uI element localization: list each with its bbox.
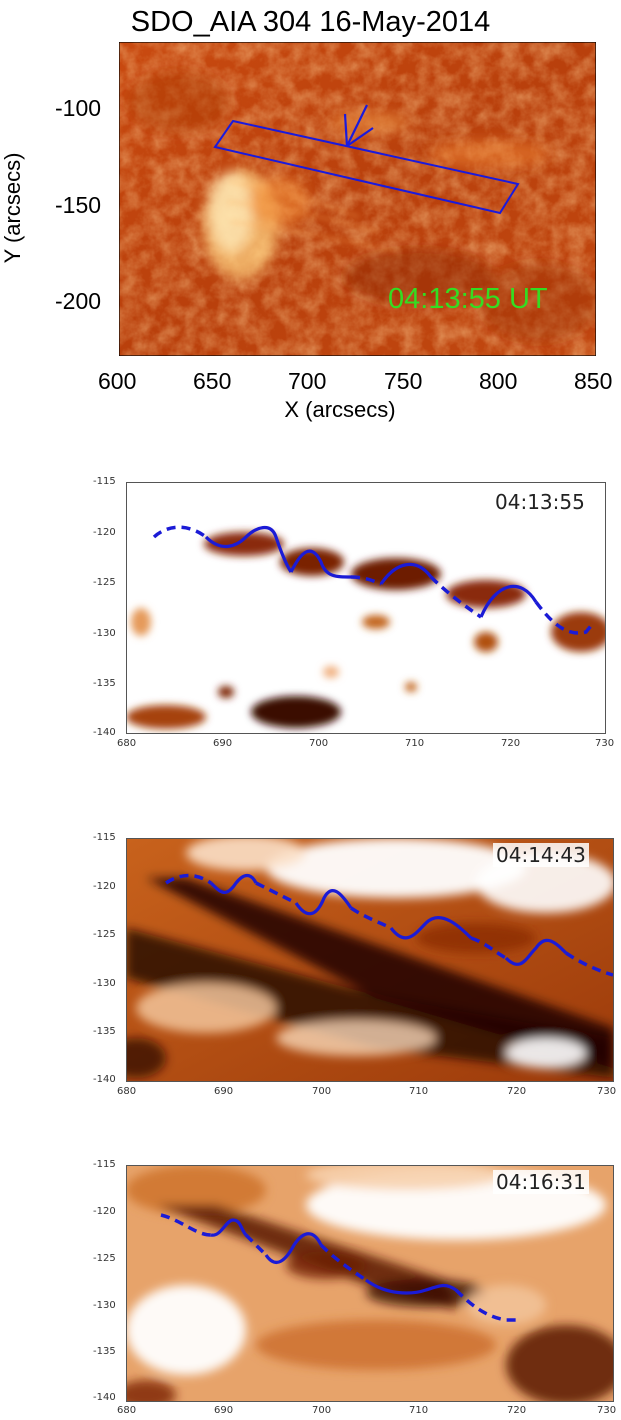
y-tick-label: -130 (93, 1300, 116, 1311)
y-tick-label: -120 (93, 881, 116, 892)
figure-title: SDO_AIA 304 16-May-2014 (130, 6, 491, 38)
x-tick-label: 700 (288, 368, 327, 394)
x-tick-label: 850 (574, 368, 613, 394)
x-tick-label: 680 (117, 738, 137, 749)
y-tick-label: -125 (93, 929, 116, 940)
panel-timestamp: 04:16:31 (493, 1170, 589, 1194)
y-tick-label: -135 (93, 1346, 116, 1357)
x-tick-label: 680 (117, 1405, 137, 1416)
panel-timestamp: 04:13:55 (492, 490, 588, 514)
x-axis-label: X (arcsecs) (284, 397, 396, 422)
x-tick-label: 710 (409, 1086, 429, 1097)
y-tick-label: -140 (93, 727, 116, 738)
y-tick-label: -115 (93, 832, 116, 843)
y-tick-label: -100 (55, 95, 102, 121)
zoom-panel-3 (126, 1165, 614, 1402)
arrow-icon (343, 104, 374, 147)
x-tick-label: 680 (117, 1086, 137, 1097)
y-tick-label: -115 (93, 476, 116, 487)
panel-timestamp: 04:14:43 (493, 843, 589, 867)
y-tick-label: -135 (93, 678, 116, 689)
x-tick-label: 800 (479, 368, 518, 394)
y-tick-label: -120 (93, 1206, 116, 1217)
x-tick-label: 720 (501, 738, 521, 749)
x-tick-label: 710 (405, 738, 425, 749)
y-tick-label: -130 (93, 628, 116, 639)
x-tick-label: 750 (384, 368, 423, 394)
x-tick-label: 730 (597, 1405, 617, 1416)
y-tick-label: -200 (55, 288, 102, 314)
x-tick-label: 700 (309, 738, 329, 749)
y-tick-label: -115 (93, 1159, 116, 1170)
x-tick-label: 720 (507, 1086, 527, 1097)
y-tick-label: -120 (93, 527, 116, 538)
x-tick-label: 690 (214, 1086, 234, 1097)
x-tick-label: 730 (595, 738, 615, 749)
y-tick-label: -125 (93, 577, 116, 588)
y-tick-label: -125 (93, 1253, 116, 1264)
region-box (213, 119, 520, 215)
y-tick-label: -140 (93, 1074, 116, 1085)
x-tick-label: 690 (213, 738, 233, 749)
x-tick-label: 650 (193, 368, 232, 394)
y-tick-label: -140 (93, 1392, 116, 1403)
x-tick-label: 700 (312, 1086, 332, 1097)
y-tick-label: -135 (93, 1026, 116, 1037)
x-tick-label: 600 (98, 368, 137, 394)
x-tick-label: 710 (409, 1405, 429, 1416)
y-axis-label: Y (arcsecs) (0, 152, 25, 264)
y-tick-label: -150 (55, 192, 102, 218)
sdo-aia-304-image (119, 42, 596, 356)
x-tick-label: 690 (214, 1405, 234, 1416)
x-tick-label: 720 (507, 1405, 527, 1416)
x-tick-label: 730 (597, 1086, 617, 1097)
timestamp: 04:13:55 UT (388, 283, 548, 315)
x-tick-label: 700 (312, 1405, 332, 1416)
zoom-panel-1 (126, 482, 606, 734)
zoom-panel-2 (126, 838, 614, 1082)
y-tick-label: -130 (93, 978, 116, 989)
